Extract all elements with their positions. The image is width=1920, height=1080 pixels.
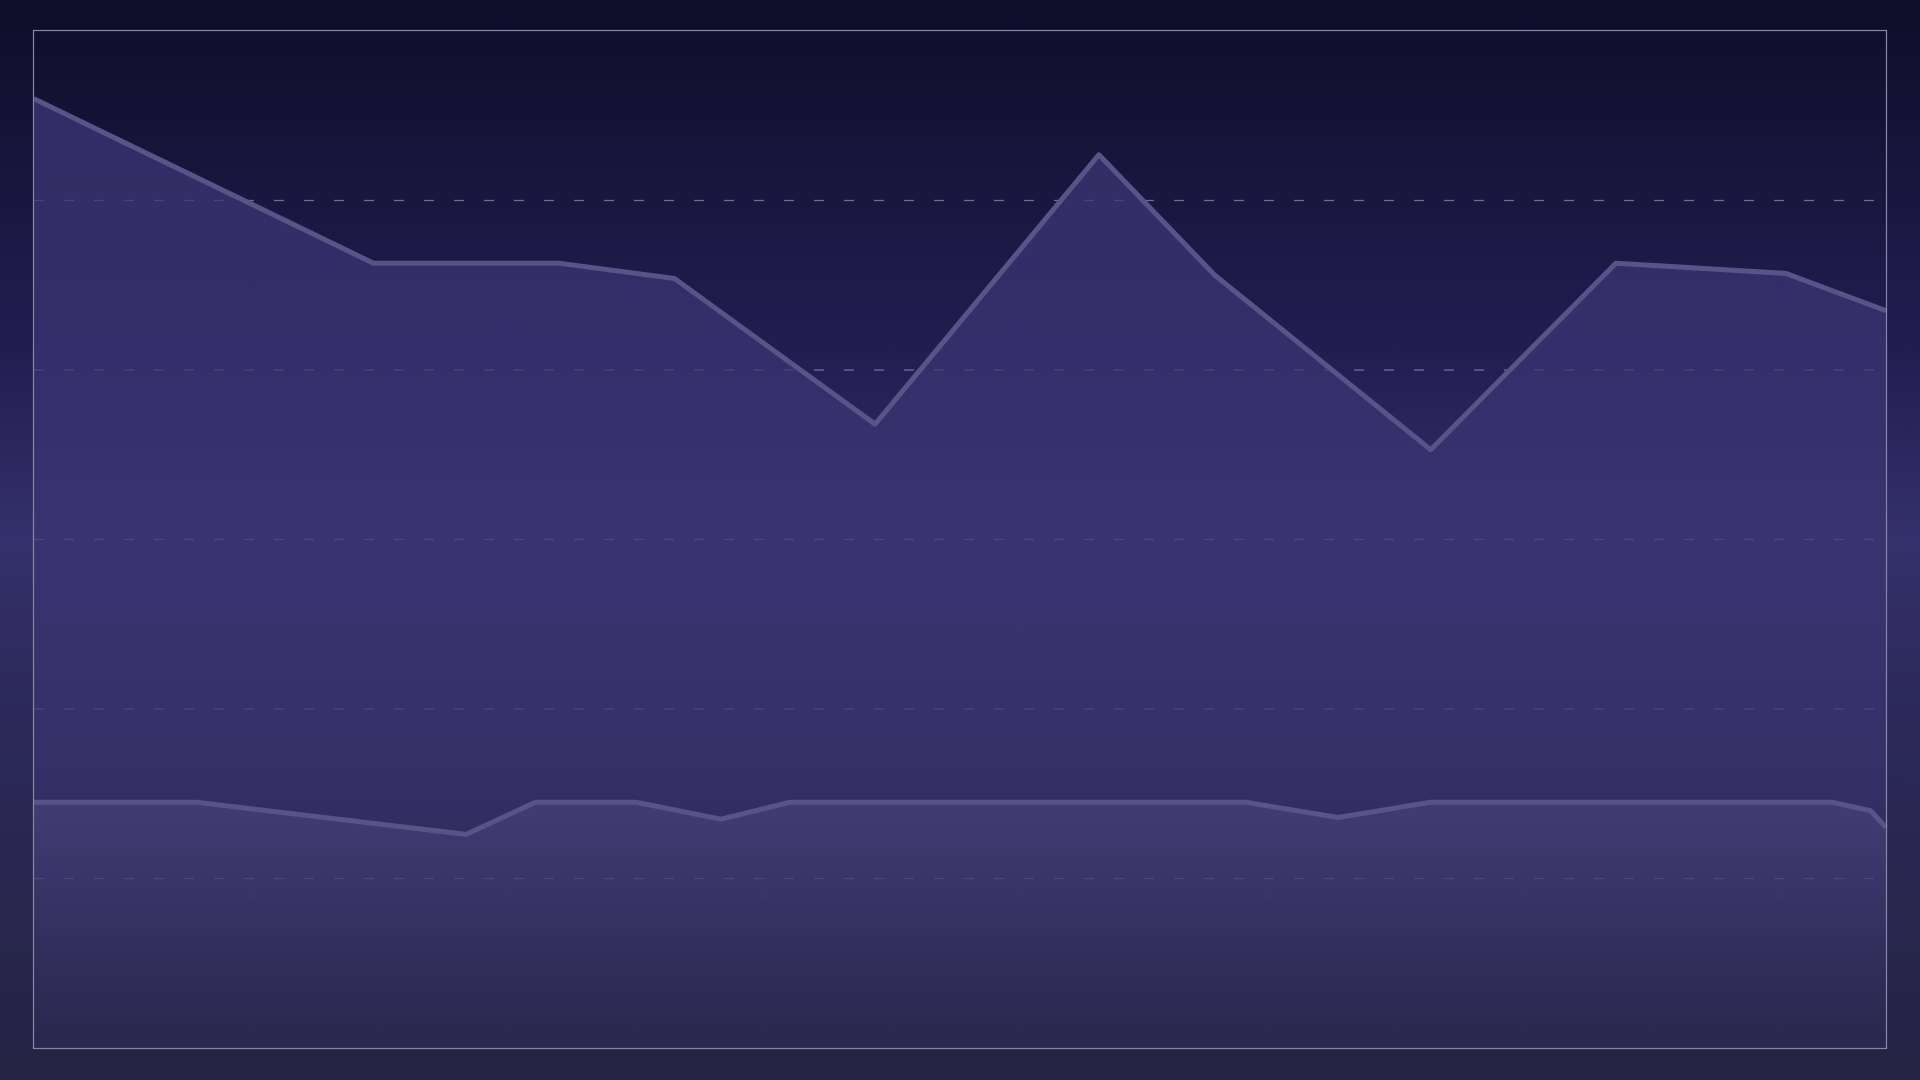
series-1-line	[32, 96, 1887, 453]
series-2-line	[34, 799, 1888, 837]
series-2-area	[34, 802, 1886, 1048]
series-areas	[34, 98, 1886, 1049]
plot-frame	[32, 29, 1888, 1050]
series-lines	[32, 96, 1888, 837]
